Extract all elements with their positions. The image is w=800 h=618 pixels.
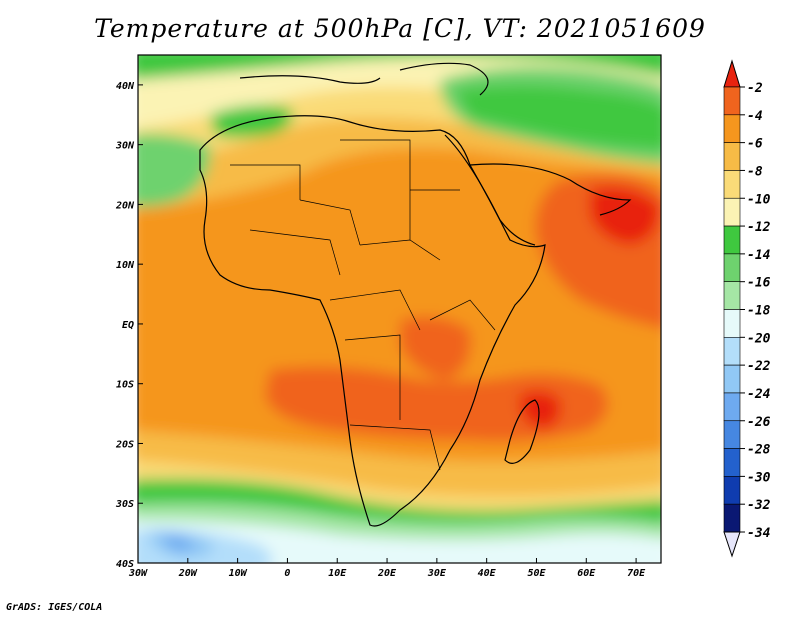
lat-label-EQ: EQ	[122, 320, 134, 331]
colorbar-label: -6	[747, 137, 763, 152]
colorbar-label: -2	[747, 81, 763, 96]
colorbar-band	[723, 392, 741, 422]
colorbar-band	[723, 337, 741, 366]
lon-label-70E: 70E	[627, 568, 646, 579]
colorbar-label: -10	[747, 192, 771, 207]
colorbar-band	[723, 142, 741, 171]
colorbar-label: -16	[747, 276, 771, 291]
temperature-field	[138, 55, 661, 563]
lon-label-30E: 30E	[427, 568, 447, 579]
colorbar-label: -28	[747, 443, 771, 458]
country-borders	[230, 139, 496, 471]
lat-label-40N: 40N	[116, 81, 135, 92]
colorbar-top-arrow	[723, 59, 741, 88]
lon-label-10W: 10W	[229, 568, 248, 579]
coastlines	[199, 62, 632, 527]
colorbar-band	[723, 364, 741, 394]
grads-credit: GrADS: IGES/COLA	[6, 602, 103, 613]
colorbar-band	[723, 225, 741, 255]
colorbar-band	[723, 420, 741, 449]
colorbar-label: -34	[747, 526, 771, 541]
colorbar: -2 -4 -6 -8 -10 -12 -14 -16 -18 -20 -22 -24 -26 -28 -3…	[723, 59, 771, 558]
colorbar-label: -4	[747, 109, 763, 124]
lat-label-20S: 20S	[115, 439, 134, 450]
colorbar-label: -14	[747, 248, 771, 263]
lon-label-10E: 10E	[328, 568, 347, 579]
lat-label-30S: 30S	[115, 499, 134, 510]
colorbar-band	[723, 503, 741, 533]
lat-label-30N: 30N	[115, 141, 135, 152]
colorbar-band	[723, 309, 741, 338]
lon-label-50E: 50E	[527, 568, 546, 579]
map-ticks	[137, 84, 637, 564]
colorbar-band	[723, 448, 741, 477]
colorbar-label: -8	[747, 164, 763, 179]
colorbar-band	[723, 114, 741, 143]
colorbar-label: -12	[747, 220, 771, 235]
colorbar-band	[723, 281, 741, 310]
colorbar-label: -20	[747, 331, 771, 346]
lat-label-10N: 10N	[116, 260, 135, 271]
map-frame	[137, 54, 662, 564]
colorbar-bottom-arrow	[723, 531, 741, 558]
colorbar-label: -18	[747, 304, 771, 319]
latitude-labels: 40N 30N 20N 10N EQ 10S 20S 30S 40S	[115, 81, 135, 570]
lon-label-30W: 30W	[128, 568, 148, 579]
lat-label-10S: 10S	[116, 380, 134, 391]
lon-label-20E: 20E	[377, 568, 397, 579]
lon-label-20W: 20W	[178, 568, 198, 579]
colorbar-band	[723, 253, 741, 282]
lon-label-60E: 60E	[577, 568, 596, 579]
colorbar-label: -30	[747, 470, 771, 485]
colorbar-label: -24	[747, 387, 771, 402]
lat-label-40S: 40S	[116, 559, 134, 570]
colorbar-label: -32	[747, 498, 771, 513]
longitude-labels: 30W 20W 10W 0 10E 20E 30E 40E 50E 60E 70E	[128, 568, 646, 579]
lat-label-20N: 20N	[115, 200, 135, 211]
colorbar-label: -26	[747, 415, 771, 430]
colorbar-label: -22	[747, 359, 771, 374]
colorbar-band	[723, 170, 741, 199]
map-title: Temperature at 500hPa [C], VT: 202105160…	[94, 14, 706, 43]
lon-label-40E: 40E	[478, 568, 497, 579]
colorbar-band	[723, 197, 741, 227]
colorbar-band	[723, 86, 741, 116]
colorbar-band	[723, 476, 741, 505]
lon-label-0: 0	[284, 568, 290, 579]
